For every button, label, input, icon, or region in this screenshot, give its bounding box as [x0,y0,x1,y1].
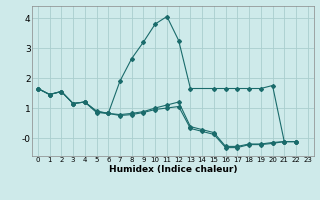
X-axis label: Humidex (Indice chaleur): Humidex (Indice chaleur) [108,165,237,174]
